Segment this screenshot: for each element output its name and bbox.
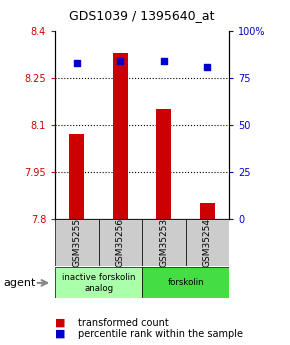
Bar: [99, 219, 142, 266]
Text: GSM35256: GSM35256: [116, 218, 125, 267]
Bar: [186, 219, 229, 266]
Bar: [142, 219, 186, 266]
Point: [118, 58, 123, 64]
Text: ■: ■: [55, 329, 66, 339]
Point: [205, 64, 210, 70]
Bar: [142, 267, 229, 298]
Text: transformed count: transformed count: [78, 318, 169, 327]
Text: GSM35254: GSM35254: [203, 218, 212, 267]
Point: [162, 58, 166, 64]
Point: [75, 60, 79, 66]
Text: percentile rank within the sample: percentile rank within the sample: [78, 329, 243, 339]
Text: GSM35255: GSM35255: [72, 218, 81, 267]
Text: GDS1039 / 1395640_at: GDS1039 / 1395640_at: [69, 9, 215, 22]
Bar: [55, 267, 142, 298]
Text: ■: ■: [55, 318, 66, 327]
Text: GSM35253: GSM35253: [159, 218, 168, 267]
Bar: [55, 219, 99, 266]
Bar: [156, 109, 171, 219]
Text: forskolin: forskolin: [167, 278, 204, 287]
Bar: [113, 53, 128, 219]
Bar: [200, 204, 215, 219]
Text: inactive forskolin
analog: inactive forskolin analog: [62, 273, 135, 293]
Text: agent: agent: [3, 278, 35, 288]
Bar: [69, 135, 84, 219]
